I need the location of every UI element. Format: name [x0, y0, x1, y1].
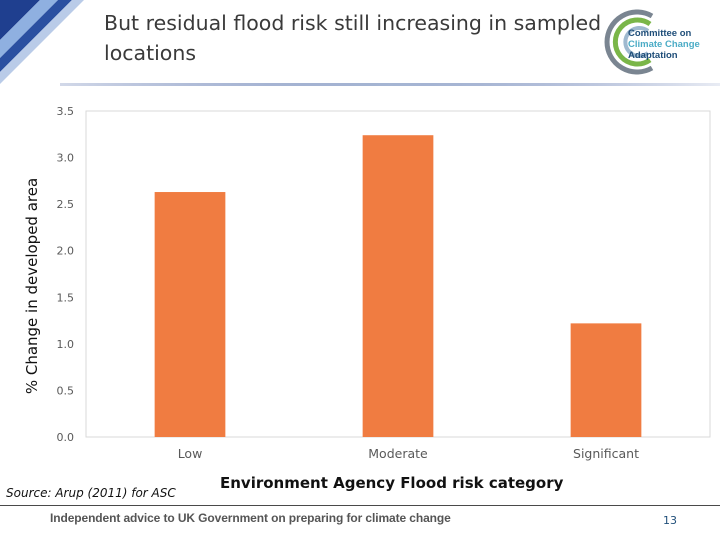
committee-logo: Committee on Climate Change Adaptation — [600, 6, 712, 78]
y-tick-label: 2.5 — [57, 198, 75, 211]
x-tick-label: Low — [178, 446, 203, 461]
y-tick-label: 3.0 — [57, 152, 75, 165]
header-rule — [60, 83, 720, 86]
logo-line-2: Climate Change — [628, 39, 700, 50]
footer-tagline: Independent advice to UK Government on p… — [50, 511, 451, 525]
footer-rule — [0, 505, 720, 506]
logo-ring-icon — [604, 9, 654, 75]
page-number: 13 — [663, 514, 677, 527]
y-tick-label: 0.5 — [57, 384, 75, 397]
y-tick-label: 1.0 — [57, 338, 75, 351]
x-tick-label: Significant — [573, 446, 639, 461]
bar-significant — [570, 323, 642, 437]
y-tick-label: 3.5 — [57, 105, 75, 118]
y-tick-label: 0.0 — [57, 431, 75, 444]
x-axis-title: Environment Agency Flood risk category — [220, 474, 564, 492]
y-tick-label: 1.5 — [57, 291, 75, 304]
logo-line-3: Adaptation — [628, 50, 678, 61]
corner-decoration — [0, 0, 84, 84]
chart-bars — [154, 135, 642, 437]
chart-labels: 0.0 0.5 1.0 1.5 2.0 2.5 3.0 3.5 Low Moderate Signi… — [57, 105, 640, 461]
source-note: Source: Arup (2011) for ASC — [6, 486, 176, 500]
bar-low — [154, 192, 226, 437]
logo-text: Committee on Climate Change Adaptation — [628, 28, 718, 61]
x-tick-label: Moderate — [368, 446, 428, 461]
slide-title: But residual flood risk still increasing… — [104, 11, 602, 65]
bar-chart: 0.0 0.5 1.0 1.5 2.0 2.5 3.0 3.5 Low Moderate Signi… — [57, 105, 711, 461]
bar-moderate — [362, 135, 434, 437]
y-tick-label: 2.0 — [57, 245, 75, 258]
logo-line-1: Committee on — [628, 28, 692, 39]
